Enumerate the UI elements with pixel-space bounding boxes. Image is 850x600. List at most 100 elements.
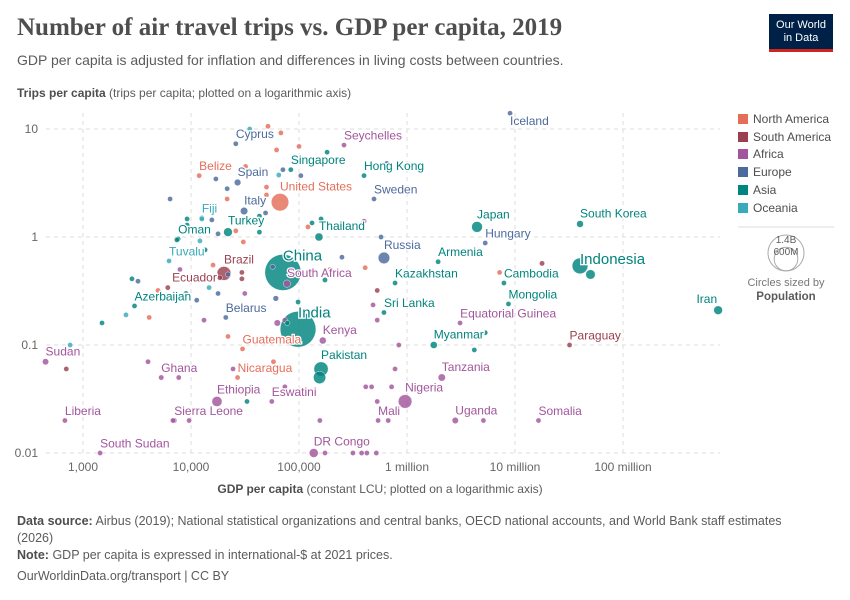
point[interactable] [240, 239, 247, 245]
legend-item-africa[interactable]: Africa [738, 147, 784, 161]
point[interactable] [368, 384, 375, 390]
point[interactable] [374, 317, 381, 323]
point-azerbaijan[interactable] [131, 303, 138, 309]
point-italy[interactable] [240, 207, 248, 215]
point[interactable] [496, 269, 503, 276]
point-spain[interactable] [234, 178, 242, 186]
point[interactable] [167, 196, 173, 202]
footer-link[interactable]: OurWorldinData.org/transport | CC BY [17, 569, 230, 583]
point[interactable] [244, 398, 250, 405]
point-belarus[interactable] [222, 314, 229, 321]
point[interactable] [63, 366, 70, 372]
legend-item-oceania[interactable]: Oceania [738, 201, 798, 215]
point[interactable] [350, 450, 356, 456]
point[interactable] [242, 163, 249, 170]
point-uganda[interactable] [451, 417, 459, 424]
point-tuvalu[interactable] [166, 258, 172, 264]
point-iran[interactable] [713, 305, 723, 315]
point[interactable] [165, 284, 171, 291]
point-turkey[interactable] [223, 227, 233, 237]
point-cambodia[interactable] [501, 280, 507, 286]
point[interactable] [362, 264, 368, 271]
point-somalia[interactable] [535, 417, 542, 424]
point-india[interactable] [279, 311, 317, 348]
point[interactable] [471, 347, 478, 353]
point-kazakhstan[interactable] [392, 280, 398, 286]
point-kenya[interactable] [319, 336, 327, 345]
point[interactable] [317, 417, 323, 424]
point[interactable] [318, 216, 324, 222]
point[interactable] [275, 172, 282, 178]
point[interactable] [174, 237, 180, 243]
point-united-states[interactable] [271, 193, 289, 212]
point-thailand[interactable] [314, 232, 324, 242]
point-belize[interactable] [196, 172, 202, 179]
point-china[interactable] [264, 254, 302, 291]
point-myanmar[interactable] [430, 341, 438, 349]
owid-logo[interactable]: Our World in Data [769, 14, 833, 52]
point[interactable] [123, 312, 129, 318]
point[interactable] [322, 277, 328, 283]
legend-item-europe[interactable]: Europe [738, 165, 792, 179]
point-liberia[interactable] [62, 417, 68, 424]
point-ethiopia[interactable] [211, 396, 223, 407]
point-hong-kong[interactable] [361, 172, 367, 179]
point[interactable] [278, 130, 284, 136]
point[interactable] [270, 358, 277, 365]
point[interactable] [296, 143, 302, 150]
point[interactable] [246, 126, 253, 132]
point[interactable] [370, 302, 376, 308]
point[interactable] [183, 290, 189, 297]
point[interactable] [480, 417, 487, 424]
point-tanzania[interactable] [437, 373, 446, 382]
legend-item-asia[interactable]: Asia [738, 183, 776, 197]
point[interactable] [146, 314, 152, 321]
point-ghana[interactable] [158, 374, 165, 381]
legend-item-north-america[interactable]: North America [738, 112, 829, 126]
point[interactable] [184, 222, 190, 228]
point[interactable] [155, 287, 161, 294]
point[interactable] [215, 231, 221, 237]
point-singapore[interactable] [288, 166, 294, 173]
point[interactable] [239, 276, 245, 282]
point[interactable] [225, 333, 231, 340]
point-nigeria[interactable] [398, 394, 413, 409]
point[interactable] [193, 297, 200, 303]
point[interactable] [273, 147, 280, 153]
point[interactable] [358, 450, 365, 456]
point[interactable] [396, 342, 402, 348]
point[interactable] [322, 450, 328, 456]
point[interactable] [269, 263, 276, 270]
point[interactable] [295, 299, 301, 305]
point-ecuador[interactable] [217, 274, 223, 281]
point[interactable] [373, 450, 380, 456]
point-japan[interactable] [471, 221, 483, 233]
point-south-africa[interactable] [283, 279, 291, 288]
point[interactable] [67, 342, 73, 348]
point-guatemala[interactable] [239, 346, 246, 352]
point[interactable] [284, 320, 291, 326]
point[interactable] [392, 366, 398, 372]
point-south-korea[interactable] [576, 220, 584, 228]
point[interactable] [239, 269, 245, 276]
point[interactable] [313, 371, 326, 384]
point[interactable] [256, 229, 263, 235]
point-hungary[interactable] [482, 240, 489, 246]
point[interactable] [224, 185, 230, 192]
point[interactable] [135, 278, 141, 284]
point[interactable] [327, 266, 333, 273]
point[interactable] [224, 196, 230, 202]
point-sudan[interactable] [42, 358, 49, 366]
point[interactable] [186, 417, 192, 424]
point[interactable] [378, 234, 384, 240]
point-mongolia[interactable] [505, 301, 512, 307]
point[interactable] [325, 312, 331, 318]
point-dr-congo[interactable] [309, 448, 319, 458]
point-sri-lanka[interactable] [381, 309, 387, 316]
point[interactable] [256, 213, 263, 219]
point[interactable] [230, 366, 236, 372]
point-nicaragua[interactable] [234, 374, 241, 381]
point[interactable] [482, 329, 489, 336]
point-cyprus[interactable] [233, 140, 239, 147]
point[interactable] [225, 271, 231, 278]
